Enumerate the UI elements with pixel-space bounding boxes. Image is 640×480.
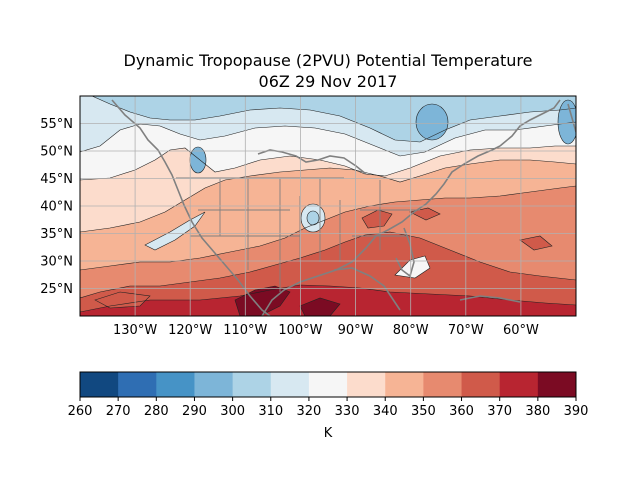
colorbar-tick-label: 320 [297,404,322,419]
colorbar-swatch [194,372,234,397]
lat-tick-label: 55°N [40,117,73,132]
colorbar-tick-label: 360 [449,404,474,419]
colorbar-swatch [232,372,272,397]
contour-blob-380 [300,298,340,316]
colorbar-swatch [156,372,195,397]
colorbar-swatch [118,372,157,397]
lon-tick-label: 130°W [113,323,157,338]
lat-tick-label: 30°N [40,255,73,270]
lat-tick-label: 45°N [40,172,73,187]
colorbar-frame [79,371,577,398]
colorbar-tick-label: 350 [411,404,436,419]
gridlines [80,96,576,316]
colorbar-swatch [537,372,577,397]
lon-tick-label: 90°W [338,323,374,338]
colorbar-tick-label: 310 [258,404,283,419]
chart-subtitle: 06Z 29 Nov 2017 [258,72,398,91]
colorbar-label: K [324,426,333,441]
lat-tick-label: 40°N [40,200,73,215]
colorbar-swatch [270,372,310,397]
lat-tick-label: 35°N [40,227,73,242]
colorbar-swatch [347,372,386,397]
colorbar-tick-label: 390 [564,404,589,419]
contour-lines [80,96,576,316]
colorbar-swatch [308,372,348,397]
colorbar-swatch [80,372,119,397]
coastlines [111,99,576,316]
contour-field [80,96,576,316]
contour-band-300 [92,96,576,142]
contour-blob-290 [558,100,576,144]
lon-tick-label: 60°W [503,323,539,338]
lon-tick-label: 120°W [168,323,212,338]
colorbar-tick-label: 280 [144,404,169,419]
colorbar-tick-label: 270 [106,404,131,419]
colorbar-tick-label: 330 [335,404,360,419]
colorbar-tick-label: 370 [487,404,512,419]
contour-blob-290 [416,104,448,140]
contour-blob-360 [95,292,150,308]
colorbar-tick-label: 380 [525,404,550,419]
lon-tick-label: 80°W [393,323,429,338]
colorbar-tick-label: 290 [182,404,207,419]
colorbar-swatch [461,372,501,397]
colorbar: 260 270 280 290 300 310 320 330 340 350 360 370 380 3… [68,371,589,419]
colorbar-swatch [385,372,424,397]
lon-tick-label: 110°W [223,323,267,338]
colorbar-swatch [499,372,539,397]
contour-blob-290 [190,147,206,173]
lon-tick-label: 70°W [448,323,484,338]
colorbar-tick-label: 300 [220,404,245,419]
contour-blob-300 [307,211,319,225]
colorbar-tick-label: 260 [68,404,93,419]
lon-tick-label: 100°W [278,323,322,338]
chart-title: Dynamic Tropopause (2PVU) Potential Temp… [123,51,533,70]
lat-tick-label: 50°N [40,145,73,160]
lat-tick-label: 25°N [40,282,73,297]
colorbar-tick-label: 340 [373,404,398,419]
map-frame [79,95,577,317]
colorbar-swatch [423,372,463,397]
